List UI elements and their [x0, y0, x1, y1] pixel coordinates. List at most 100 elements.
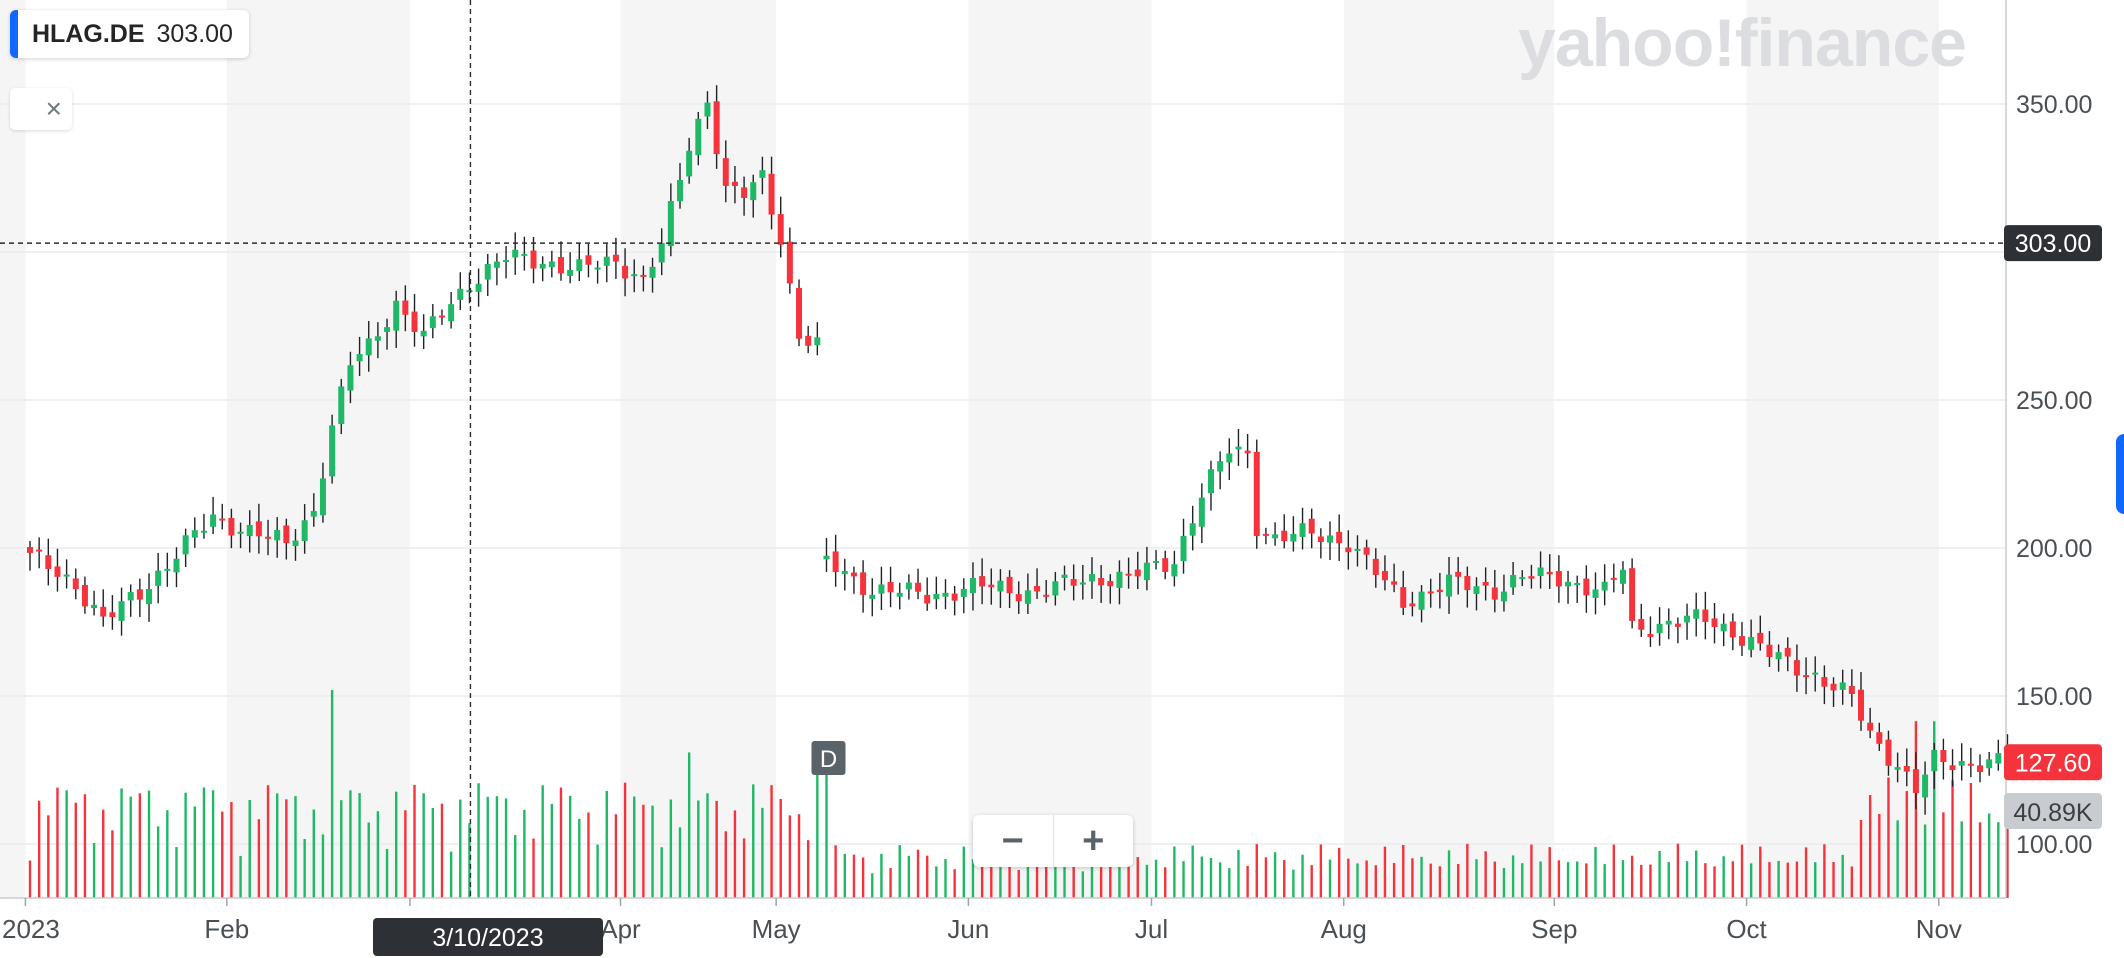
candle-body: [1977, 765, 1984, 773]
candle-body: [1638, 618, 1645, 630]
candle-body: [1180, 535, 1187, 562]
candle-body: [1702, 609, 1709, 622]
x-tick-label: Nov: [1916, 914, 1962, 944]
candle-body: [667, 200, 674, 247]
event-marker-label: D: [820, 746, 837, 773]
candle-body: [1684, 615, 1691, 623]
candle-body: [1336, 531, 1343, 544]
candle-body: [1528, 576, 1535, 579]
candle-body: [448, 304, 455, 322]
price-labels: 303.00 3/10/2023 127.60 40.89K D: [373, 225, 2102, 956]
volume-bar: [156, 826, 160, 898]
volume-bar: [871, 873, 874, 898]
candle-body: [1345, 547, 1352, 553]
volume-bar: [349, 790, 352, 898]
volume-bar: [138, 793, 142, 898]
candles: [27, 85, 2011, 815]
volume-bar: [1447, 850, 1451, 898]
candle-body: [493, 261, 500, 268]
candle-body: [1043, 594, 1050, 597]
symbol-legend[interactable]: HLAG.DE 303.00: [10, 10, 249, 58]
indicator-close-button[interactable]: ×: [10, 88, 72, 130]
candle-body: [1500, 591, 1507, 602]
volume-bar: [1484, 851, 1487, 898]
candle-body: [503, 260, 510, 263]
y-tick-label: 100.00: [2016, 831, 2092, 859]
side-panel-tab[interactable]: [2116, 434, 2124, 514]
candle-body: [988, 584, 995, 588]
candle-body: [677, 179, 684, 202]
volume-bar: [1466, 843, 1469, 898]
candle-body: [1967, 763, 1974, 766]
volume-bar: [1887, 777, 1890, 898]
candle-body: [1619, 569, 1626, 584]
candle-body: [530, 250, 537, 269]
volume-bar: [1804, 847, 1808, 898]
crosshair: [0, 0, 2006, 898]
x-axis: 2023FebMarAprMayJunJulAugSepOctNov: [2, 898, 1962, 944]
candle-body: [1207, 469, 1214, 494]
candle-body: [796, 287, 803, 339]
volume-bar: [1365, 860, 1368, 898]
candle-body: [548, 261, 555, 268]
candle-body: [1061, 574, 1068, 578]
candle-body: [1391, 581, 1398, 585]
volume-bar: [1347, 858, 1350, 898]
event-marker-dividend[interactable]: [811, 741, 846, 775]
candle-body: [1656, 623, 1663, 634]
volume-bar: [559, 787, 563, 898]
volume-bar: [2006, 813, 2009, 898]
month-band: [1343, 0, 1555, 898]
volume-bar: [385, 849, 389, 898]
candle-body: [1427, 591, 1434, 594]
candle-body: [1519, 577, 1526, 580]
candle-body: [539, 263, 546, 269]
volume-bar: [568, 795, 572, 898]
volume-bar: [413, 784, 416, 898]
candle-body: [182, 535, 189, 555]
volume-bar: [1685, 861, 1689, 898]
candle-body: [1766, 644, 1773, 657]
candle-body: [466, 290, 473, 293]
candle-body: [338, 386, 345, 424]
candle-body: [521, 253, 528, 256]
candle-body: [576, 259, 583, 271]
candle-body: [283, 525, 290, 544]
volume-bar: [1713, 866, 1716, 898]
volume-bar: [312, 809, 316, 898]
volume-bar: [1621, 860, 1625, 898]
volume-bar: [1374, 865, 1377, 898]
candle-body: [1647, 634, 1654, 637]
volume-bar: [614, 814, 618, 898]
candle-body: [200, 530, 207, 533]
candle-body: [850, 572, 857, 577]
x-tick-label: Oct: [1726, 914, 1767, 944]
volume-bar: [1722, 856, 1725, 898]
candle-body: [1088, 574, 1095, 582]
candle-body: [219, 518, 226, 521]
x-tick-label: May: [752, 914, 801, 944]
month-band: [1746, 0, 1939, 898]
candle-body: [1134, 569, 1141, 577]
legend-symbol: HLAG.DE: [32, 19, 145, 48]
candle-body: [1116, 571, 1123, 588]
volume-bar: [541, 785, 544, 898]
volume-bar: [715, 800, 718, 898]
candle-body: [1482, 581, 1489, 586]
candle-body: [841, 571, 848, 575]
volume-bar: [1502, 867, 1506, 898]
candle-body: [1198, 497, 1205, 527]
volume-bar: [724, 831, 727, 898]
candle-body: [1565, 581, 1572, 587]
candle-body: [1903, 765, 1910, 772]
candle-body: [1473, 586, 1480, 594]
volume-bar: [1557, 860, 1561, 898]
zoom-in-button[interactable]: +: [1052, 815, 1134, 867]
zoom-out-button[interactable]: −: [1001, 819, 1024, 862]
volume-bar: [211, 790, 215, 898]
zoom-controls: − +: [973, 815, 1133, 867]
close-icon[interactable]: ×: [45, 93, 62, 124]
volume-bar: [166, 810, 169, 898]
volume-bar: [1850, 866, 1854, 898]
